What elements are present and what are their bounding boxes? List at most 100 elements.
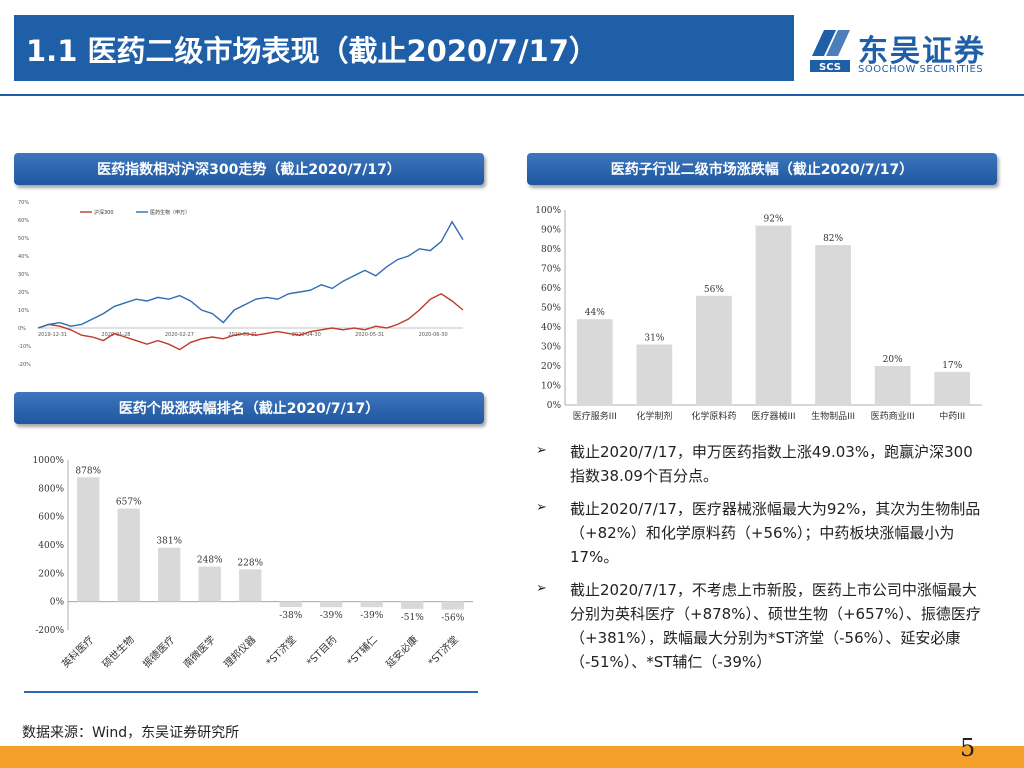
bar-value-label: 878%: [75, 466, 101, 476]
x-tick-label: 2020-04-30: [292, 332, 321, 338]
bar: [401, 601, 424, 609]
bar: [696, 295, 732, 405]
category-label: 硕世生物: [99, 633, 136, 670]
category-label: 医疗器械III: [752, 410, 796, 422]
y-tick-label: 800%: [38, 484, 64, 494]
bar-value-label: 31%: [644, 334, 664, 344]
page-title: 1.1 医药二级市场表现（截止2020/7/17）: [26, 34, 598, 68]
y-tick-label: -200%: [35, 626, 64, 636]
category-label: 理邦仪器: [221, 633, 258, 670]
subindustry-bar-chart: 100% 90% 80% 70% 60% 50% 40% 30% 20% 10% 0% 44% 医疗服务…: [535, 206, 982, 422]
bar: [320, 601, 343, 608]
logo-chinese-name: 东吴证券: [858, 34, 986, 69]
y-tick-label: 100%: [535, 206, 561, 216]
bar-value-label: 20%: [883, 355, 903, 365]
x-tick-label: 2019-12-31: [38, 332, 67, 338]
category-label: 南微医学: [180, 633, 217, 670]
bar: [755, 225, 792, 405]
bullet-item: ➢ 截止2020/7/17，不考虑上市新股，医药上市公司中涨幅最大分别为英科医疗…: [536, 578, 982, 674]
y-tick-label: 40%: [18, 254, 29, 260]
category-label: *ST济堂: [263, 633, 299, 669]
category-label: 化学制剂: [636, 410, 672, 422]
bar: [77, 477, 100, 602]
bar: [874, 366, 911, 405]
data-source-note: 数据来源：Wind，东吴证券研究所: [22, 725, 240, 741]
bar-value-label: -39%: [320, 611, 343, 621]
bar-value-label: 56%: [704, 285, 724, 295]
bar-value-label: 657%: [116, 498, 142, 508]
bar: [279, 601, 302, 608]
y-tick-label: 1000%: [33, 456, 65, 466]
header-rule: [0, 94, 1024, 96]
bar: [441, 601, 464, 610]
category-label: 生物制品III: [811, 410, 855, 422]
bar: [198, 566, 221, 602]
y-tick-label: 0%: [50, 598, 65, 608]
category-label: 延安必康: [383, 633, 420, 670]
logo-english-name: SOOCHOW SECURITIES: [858, 64, 984, 75]
bar-value-label: -56%: [441, 614, 464, 624]
y-tick-label: 70%: [18, 200, 29, 206]
logo-mark-text: SCS: [819, 62, 841, 73]
y-tick-label: 0%: [547, 401, 562, 411]
category-label: 医药商业III: [871, 410, 915, 422]
page-number: 5: [960, 734, 976, 762]
bullet-list: ➢ 截止2020/7/17，申万医药指数上涨49.03%，跑赢沪深300指数38…: [536, 440, 982, 683]
bar-value-label: -39%: [360, 611, 383, 621]
bar: [576, 319, 613, 405]
bar-value-label: 44%: [585, 308, 605, 318]
bar-value-label: 228%: [237, 558, 263, 568]
bar: [158, 547, 181, 602]
bullet-item: ➢ 截止2020/7/17，医疗器械涨幅最大为92%，其次为生物制品（+82%）…: [536, 497, 982, 569]
y-tick-label: 30%: [541, 343, 561, 353]
bar-value-label: 248%: [197, 556, 223, 566]
legend-label: 医药生物（申万）: [150, 209, 190, 216]
y-tick-label: 30%: [18, 272, 29, 278]
category-label: *ST目药: [304, 634, 339, 669]
bar-value-label: 17%: [942, 361, 962, 371]
y-tick-label: 10%: [18, 308, 29, 314]
y-tick-label: 200%: [38, 569, 64, 579]
bullet-text: 截止2020/7/17，医疗器械涨幅最大为92%，其次为生物制品（+82%）和化…: [570, 500, 981, 566]
scs-logo-icon: SCS: [810, 30, 850, 73]
category-label: 医疗服务III: [573, 410, 617, 422]
y-tick-label: 20%: [541, 362, 561, 372]
y-tick-label: 10%: [541, 382, 561, 392]
y-tick-label: 80%: [541, 245, 561, 255]
y-tick-label: 60%: [541, 284, 561, 294]
category-label: *ST济堂: [425, 633, 461, 669]
series-line: [37, 220, 464, 329]
y-tick-label: 60%: [18, 218, 29, 224]
legend-label: 沪深300: [94, 209, 114, 216]
category-label: 振德医疗: [140, 633, 177, 670]
y-tick-label: 90%: [541, 226, 561, 236]
series-line: [37, 292, 464, 351]
y-tick-label: 50%: [18, 236, 29, 242]
panel-header-trend: 医药指数相对沪深300走势（截止2020/7/17）: [14, 153, 484, 185]
bar-value-label: 82%: [823, 234, 843, 244]
y-tick-label: 20%: [18, 290, 29, 296]
bar-value-label: -38%: [279, 611, 302, 621]
arrow-bullet-icon: ➢: [536, 581, 547, 596]
category-label: 英科医疗: [59, 633, 96, 670]
y-tick-label: 40%: [541, 323, 561, 333]
y-tick-label: 0%: [18, 326, 26, 332]
bar: [636, 344, 673, 405]
arrow-bullet-icon: ➢: [536, 443, 547, 458]
y-tick-label: 600%: [38, 513, 64, 523]
bar-value-label: 381%: [156, 537, 182, 547]
category-label: *ST辅仁: [344, 633, 380, 669]
bar: [934, 371, 971, 405]
x-tick-label: 2020-06-30: [419, 332, 448, 338]
y-tick-label: -20%: [18, 362, 31, 368]
panel-header-subindustry: 医药子行业二级市场涨跌幅（截止2020/7/17）: [527, 153, 997, 185]
category-label: 化学原料药: [691, 410, 736, 422]
y-tick-label: 400%: [38, 541, 64, 551]
stock-ranking-bar-chart: 1000% 800% 600% 400% 200% 0% -200% 878% 英科医疗 657%…: [33, 456, 473, 670]
x-tick-label: 2020-02-27: [165, 332, 194, 338]
trend-line-chart: 70% 60% 50% 40% 30% 20% 10% 0% -10% -20% 2019-12-3…: [18, 200, 464, 368]
panel-header-stocks: 医药个股涨跌幅排名（截止2020/7/17）: [14, 392, 484, 424]
bar: [815, 245, 851, 405]
y-tick-label: 50%: [541, 304, 561, 314]
bar: [239, 569, 262, 602]
